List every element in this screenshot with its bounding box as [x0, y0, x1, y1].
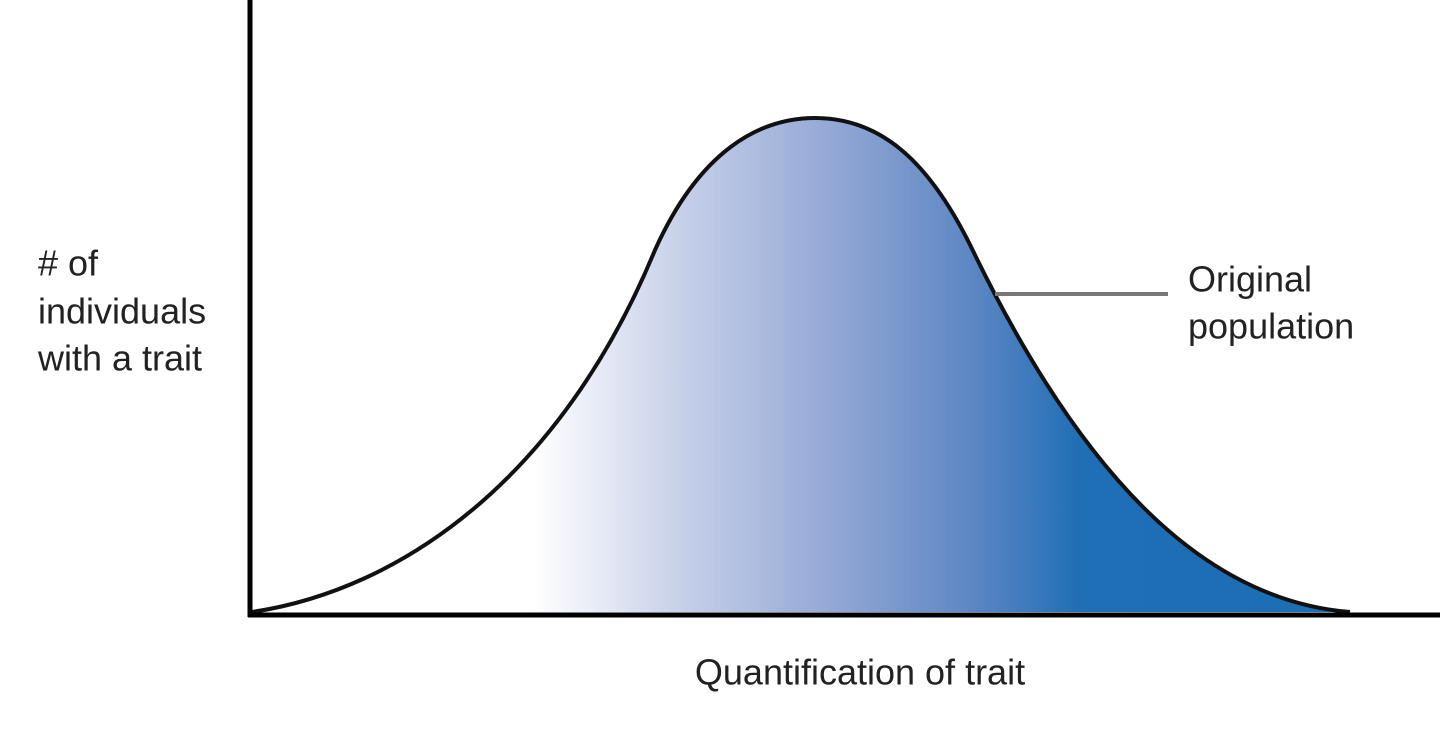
- annotation-label: population: [1188, 306, 1354, 347]
- y-axis-label: with a trait: [37, 338, 202, 379]
- annotation-label: Original: [1188, 259, 1312, 300]
- y-axis-label: individuals: [38, 291, 206, 332]
- x-axis-label: Quantification of trait: [695, 652, 1025, 693]
- distribution-curve: [251, 115, 1351, 614]
- y-axis-label: # of: [38, 243, 99, 284]
- distribution-fill: [252, 118, 1350, 612]
